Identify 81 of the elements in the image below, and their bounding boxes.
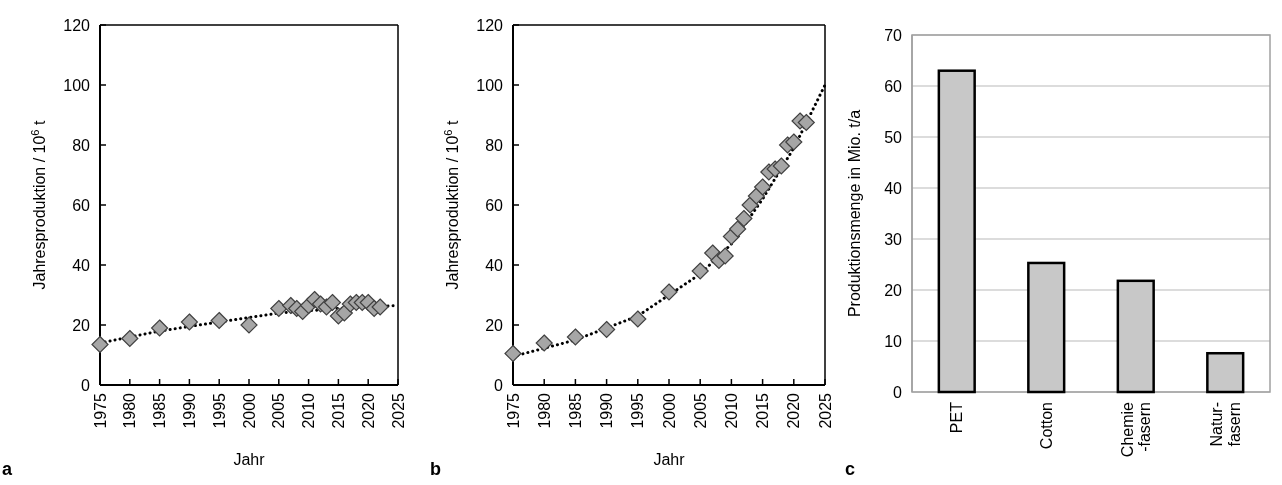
x-tick-label: 2015 [754, 392, 772, 429]
y-tick-label: 120 [476, 16, 504, 34]
point [747, 187, 765, 205]
point [240, 316, 258, 334]
y-tick-label: 20 [485, 316, 504, 334]
y-tick-label: 40 [72, 256, 91, 274]
x-tick-label: 2010 [723, 392, 740, 429]
x-tick-label: 2015 [330, 392, 347, 429]
y-tick-label: 80 [72, 136, 91, 154]
x-axis-title: Jahr [233, 451, 266, 468]
y-tick-label: 100 [63, 76, 91, 94]
y-tick-label: 20 [884, 281, 903, 299]
point [91, 335, 109, 354]
y-tick-label: 50 [884, 128, 903, 146]
x-tick-label: 1995 [210, 392, 228, 429]
x-tick-label: Chemie -fasern [1118, 401, 1154, 458]
point [180, 313, 198, 331]
point [735, 209, 753, 228]
point [323, 293, 342, 312]
x-tick-label: 2020 [359, 392, 377, 429]
x-tick-label: 2005 [270, 392, 288, 429]
point [660, 283, 678, 301]
x-tick-label: 1990 [598, 392, 616, 429]
y-tick-label: 60 [485, 196, 504, 214]
y-tick-label: 100 [476, 76, 504, 94]
text: b [430, 459, 441, 479]
point [210, 311, 228, 330]
y-tick-label: 60 [884, 77, 903, 95]
y-tick-label: 10 [884, 332, 903, 350]
y-tick-label: 60 [72, 196, 91, 214]
y-tick-label: 0 [494, 376, 504, 394]
x-tick-label: 1985 [567, 392, 584, 429]
y-tick-label: 40 [485, 256, 504, 274]
text: a [2, 459, 13, 479]
x-tick-label: 2000 [660, 392, 678, 429]
point [772, 157, 790, 175]
y-tick-label: 20 [72, 316, 91, 334]
x-tick-label: 1995 [629, 392, 647, 429]
point [121, 329, 139, 348]
x-tick-label: Natur- fasern [1208, 402, 1243, 447]
point [566, 328, 584, 346]
point [335, 304, 353, 322]
x-tick-label: 2005 [691, 392, 709, 429]
bar [1206, 351, 1245, 394]
x-tick-label: Cotton [1037, 402, 1055, 450]
x-tick-label: 1985 [151, 392, 169, 429]
point [691, 262, 709, 280]
point [629, 310, 647, 328]
point [598, 320, 616, 339]
point [535, 334, 553, 352]
x-tick-label: 2025 [816, 392, 834, 429]
x-tick-label: 2025 [389, 392, 407, 429]
x-tick-label: 1980 [535, 392, 553, 429]
y-tick-label: 120 [63, 16, 91, 34]
x-tick-label: 1980 [121, 392, 139, 429]
point [151, 319, 169, 337]
point [797, 113, 815, 132]
point [371, 298, 389, 316]
point [716, 247, 734, 265]
y-tick-label: 0 [893, 383, 903, 401]
x-axis-title: Jahr [653, 451, 686, 468]
point [741, 196, 759, 214]
y-tick-label: 70 [884, 26, 903, 44]
point [504, 344, 522, 363]
x-tick-label: 2020 [785, 392, 803, 429]
x-tick-label: PET [948, 401, 966, 434]
x-tick-label: 1975 [504, 392, 522, 429]
point [785, 133, 803, 151]
x-tick-label: 2000 [240, 392, 258, 429]
y-tick-label: 0 [81, 376, 91, 394]
point [754, 178, 772, 196]
point [729, 220, 747, 238]
text: c [845, 459, 856, 479]
x-tick-label: 1990 [181, 392, 198, 429]
y-tick-label: 40 [884, 179, 903, 197]
point [270, 299, 288, 318]
x-tick-label: 2010 [300, 392, 318, 429]
y-tick-label: 80 [485, 136, 504, 154]
y-tick-label: 30 [884, 230, 903, 248]
x-tick-label: 1975 [91, 392, 109, 429]
y-axis-title: Produktionsmenge in Mio. t/a [846, 109, 863, 318]
